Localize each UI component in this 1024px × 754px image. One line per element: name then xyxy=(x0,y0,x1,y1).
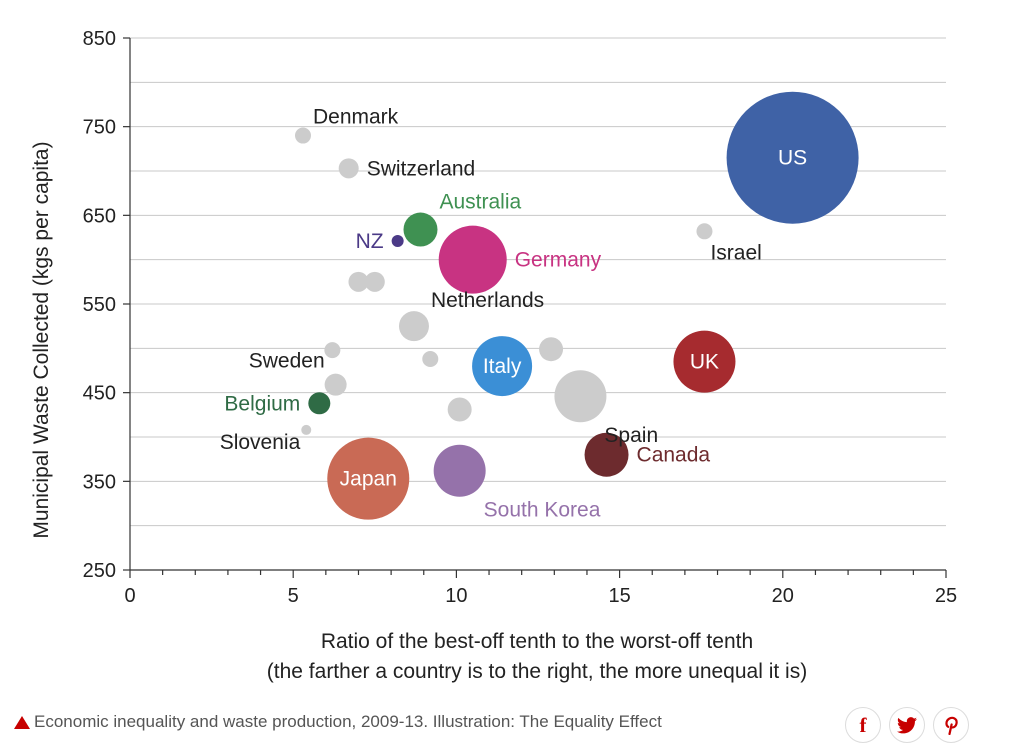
x-axis-label-line2: (the farther a country is to the right, … xyxy=(267,660,807,683)
label-denmark: Denmark xyxy=(313,106,399,129)
bubble-australia xyxy=(403,212,438,247)
label-slovenia: Slovenia xyxy=(220,431,301,454)
x-tick-label: 15 xyxy=(608,585,630,607)
label-us: US xyxy=(778,147,807,170)
bubble-canada xyxy=(584,432,629,477)
bubble-sweden xyxy=(324,373,347,396)
label-belgium: Belgium xyxy=(224,392,300,415)
label-australia: Australia xyxy=(439,191,521,214)
bubble-unlabeled xyxy=(348,271,369,292)
share-twitter-button[interactable] xyxy=(889,707,925,743)
bubble-israel xyxy=(696,223,713,240)
bubble-us xyxy=(726,91,859,224)
x-tick-label: 0 xyxy=(124,585,135,607)
bubble-belgium xyxy=(308,392,331,415)
label-italy: Italy xyxy=(483,355,522,378)
bubble-italy xyxy=(472,336,533,397)
x-tick-label: 5 xyxy=(288,585,299,607)
label-canada: Canada xyxy=(637,444,711,467)
bubble-unlabeled xyxy=(422,350,439,367)
share-facebook-button[interactable]: f xyxy=(845,707,881,743)
figure-caption: Economic inequality and waste production… xyxy=(14,710,662,734)
bubble-nz xyxy=(391,235,404,248)
pinterest-icon xyxy=(945,716,958,735)
y-tick-label: 550 xyxy=(83,294,116,316)
y-axis-label: Municipal Waste Collected (kgs per capit… xyxy=(30,141,53,538)
x-tick-label: 10 xyxy=(445,585,467,607)
label-uk: UK xyxy=(690,351,719,374)
x-axis-label-line1: Ratio of the best-off tenth to the worst… xyxy=(321,630,753,653)
y-tick-label: 750 xyxy=(83,117,116,139)
label-japan: Japan xyxy=(340,468,397,491)
bubble-south-korea xyxy=(433,444,486,497)
label-germany: Germany xyxy=(515,249,602,272)
label-nz: NZ xyxy=(356,230,384,253)
y-tick-label: 650 xyxy=(83,205,116,227)
label-israel: Israel xyxy=(710,241,761,264)
bubble-chart: 250 350 450 550 650 750 850 0 5 10 15 20 25 US Israel… xyxy=(30,28,958,683)
facebook-icon: f xyxy=(859,712,867,737)
bubble-spain xyxy=(554,370,607,423)
bubble-germany xyxy=(438,225,507,294)
y-tick-label: 450 xyxy=(83,383,116,405)
chart-bubbles xyxy=(294,91,859,520)
y-tick-label: 250 xyxy=(83,560,116,582)
share-pinterest-button[interactable] xyxy=(933,707,969,743)
label-switzerland: Switzerland xyxy=(367,157,476,180)
bubble-unlabeled xyxy=(364,271,385,292)
chart-labels: US Israel Denmark Switzerland Australia NZ Ger… xyxy=(220,106,807,522)
bubble-unlabeled xyxy=(324,342,341,359)
bubble-slovenia xyxy=(301,424,312,435)
x-tick-label: 20 xyxy=(772,585,794,607)
bubble-uk xyxy=(673,330,736,393)
caption-text: Economic inequality and waste production… xyxy=(34,712,662,731)
bubble-switzerland xyxy=(338,158,359,179)
twitter-icon xyxy=(897,716,917,733)
caption-triangle-icon xyxy=(14,715,30,729)
bubble-japan xyxy=(327,437,410,520)
y-tick-label: 850 xyxy=(83,28,116,50)
chart-axes: 250 350 450 550 650 750 850 0 5 10 15 20 25 xyxy=(83,28,958,607)
label-sweden: Sweden xyxy=(249,350,325,373)
bubble-denmark xyxy=(294,127,311,144)
bubble-unlabeled xyxy=(447,397,472,422)
bubble-unlabeled xyxy=(539,337,564,362)
y-tick-label: 350 xyxy=(83,471,116,493)
label-netherlands: Netherlands xyxy=(431,289,544,312)
label-spain: Spain xyxy=(604,424,658,447)
x-tick-label: 25 xyxy=(935,585,957,607)
label-south-korea: South Korea xyxy=(484,499,601,522)
bubble-netherlands xyxy=(398,311,429,342)
